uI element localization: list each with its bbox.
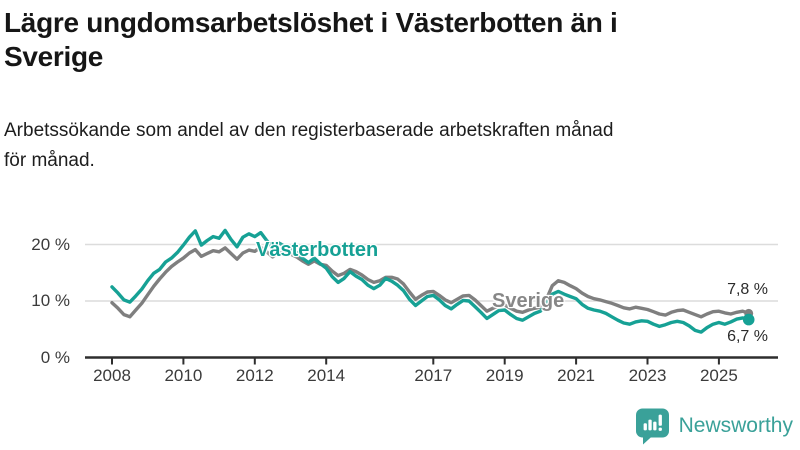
x-tick-label: 2019: [485, 366, 524, 385]
page-title: Lägre ungdomsarbetslöshet i Västerbotten…: [4, 6, 784, 74]
newsworthy-logo-text: Newsworthy: [678, 414, 793, 437]
title-line-1: Lägre ungdomsarbetslöshet i Västerbotten…: [4, 7, 618, 38]
newsworthy-logo[interactable]: Newsworthy: [635, 407, 793, 445]
y-tick-label: 10 %: [31, 291, 70, 310]
x-tick-label: 2008: [93, 366, 131, 385]
series-label-vasterbotten: Västerbotten: [256, 239, 379, 261]
subtitle-line-2: för månad.: [4, 150, 95, 172]
chart-subtitle: Arbetssökande som andel av den registerb…: [4, 116, 784, 177]
y-tick-label: 0 %: [40, 347, 70, 367]
x-tick-label: 2017: [414, 366, 453, 385]
title-line-2: Sverige: [4, 41, 104, 73]
series-label-sverige: Sverige: [492, 290, 565, 312]
x-tick-label: 2025: [699, 366, 738, 385]
y-tick-label: 20 %: [31, 234, 70, 254]
newsworthy-logo-icon: [635, 408, 669, 445]
x-tick-label: 2021: [557, 366, 595, 385]
x-tick-label: 2014: [307, 366, 346, 385]
subtitle-line-1: Arbetssökande som andel av den registerb…: [4, 120, 614, 141]
end-value-label-vasterbotten: 6,7 %: [727, 328, 768, 345]
x-tick-label: 2010: [164, 366, 203, 385]
end-value-label-sverige: 7,8 %: [727, 281, 768, 298]
x-tick-label: 2023: [628, 366, 667, 385]
x-tick-label: 2012: [235, 366, 274, 385]
